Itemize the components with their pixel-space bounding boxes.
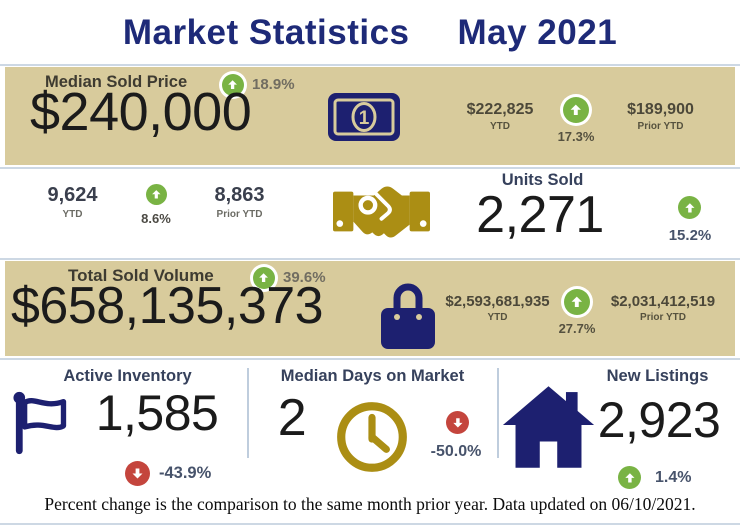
new-listings-label: New Listings [606, 367, 709, 385]
median-days-on-market-label: Median Days on Market [280, 367, 465, 385]
total-sold-volume-ytd: $2,593,681,935 YTD [435, 293, 560, 323]
arrow-up-circle-icon [618, 466, 641, 489]
prior-ytd-label: Prior YTD [637, 121, 684, 132]
active-inventory-label: Active Inventory [63, 367, 192, 385]
money-bill-icon: 1 [328, 93, 400, 146]
page-title: Market Statistics [122, 13, 410, 52]
prior-ytd-label: Prior YTD [216, 209, 263, 220]
units-sold-value: 2,271 [476, 186, 604, 244]
total-sold-volume-value: $658,135,373 [11, 277, 324, 335]
median-sold-price-ytd-change: 17.3% [557, 129, 595, 144]
median-sold-price-ytd: $222,825 YTD [450, 101, 550, 132]
total-sold-volume-label: Total Sold Volume [68, 266, 214, 285]
svg-text:1: 1 [359, 108, 370, 129]
arrow-up-circle-icon [222, 74, 244, 96]
units-sold-ytd-change: 8.6% [141, 211, 171, 226]
median-sold-price-section: Median Sold Price 18.9% $240,000 1 $222,… [5, 67, 735, 165]
handshake-icon [333, 180, 430, 247]
period-title: May 2021 [457, 13, 618, 52]
shopping-bag-icon [378, 282, 438, 355]
section-divider [0, 358, 740, 360]
total-sold-volume-prior-ytd: $2,031,412,519 Prior YTD [597, 293, 729, 323]
arrow-up-circle-icon [564, 289, 590, 315]
header-divider [0, 64, 740, 66]
arrow-up-circle-icon [253, 267, 275, 289]
prior-ytd-value: $2,031,412,519 [610, 293, 716, 310]
footer-note: Percent change is the comparison to the … [44, 494, 696, 514]
arrow-up-circle-icon [146, 184, 167, 205]
median-days-on-market-value: 2 [277, 389, 307, 447]
median-sold-price-label: Median Sold Price [45, 73, 188, 91]
arrow-down-circle-icon [125, 461, 150, 486]
median-days-on-market-change: -50.0% [430, 443, 482, 460]
column-divider [497, 368, 499, 458]
median-sold-price-prior-ytd: $189,900 Prior YTD [608, 101, 713, 132]
prior-ytd-value: $189,900 [627, 101, 694, 118]
total-sold-volume-change: 39.6% [283, 269, 326, 286]
median-sold-price-change: 18.9% [252, 76, 295, 93]
section-divider [0, 258, 740, 260]
section-divider [0, 167, 740, 169]
header: Market Statistics May 2021 [0, 4, 740, 62]
house-icon [500, 384, 597, 475]
prior-ytd-label: Prior YTD [640, 312, 686, 323]
ytd-value: $2,593,681,935 [445, 293, 550, 310]
arrow-up-circle-icon [563, 97, 589, 123]
bottom-divider [0, 523, 740, 525]
arrow-up-circle-icon [678, 196, 701, 219]
ytd-value: 9,624 [47, 184, 98, 206]
flag-icon [12, 389, 80, 462]
total-sold-volume-section: Total Sold Volume 39.6% $658,135,373 $2,… [5, 261, 735, 356]
units-sold-label: Units Sold [501, 171, 584, 189]
arrow-down-circle-icon [446, 411, 469, 434]
new-listings-value: 2,923 [597, 392, 721, 448]
median-sold-price-value: $240,000 [30, 82, 252, 142]
prior-ytd-value: 8,863 [214, 184, 265, 206]
new-listings-change: 1.4% [655, 469, 692, 486]
ytd-value: $222,825 [466, 101, 534, 118]
active-inventory-value: 1,585 [95, 385, 219, 441]
units-sold-ytd: 9,624 YTD [30, 184, 115, 220]
units-sold-prior-ytd: 8,863 Prior YTD [192, 184, 287, 220]
total-sold-volume-ytd-change: 27.7% [558, 321, 596, 336]
ytd-label: YTD [487, 312, 508, 323]
ytd-label: YTD [62, 209, 83, 220]
active-inventory-change: -43.9% [159, 464, 212, 482]
clock-icon [333, 398, 411, 481]
ytd-label: YTD [490, 121, 510, 132]
units-sold-change: 15.2% [668, 227, 712, 244]
column-divider [247, 368, 249, 458]
